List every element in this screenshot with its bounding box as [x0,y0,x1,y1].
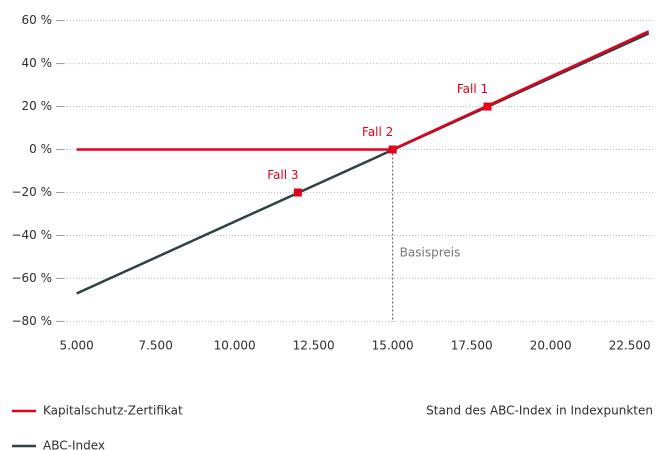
y-tick-label: 40 % [22,56,53,70]
x-tick-label: 7.500 [138,339,172,353]
y-tick-label: 0 % [29,142,52,156]
y-tick-label: −60 % [11,271,52,285]
y-tick-label: −40 % [11,228,52,242]
y-tick-label: −20 % [11,185,52,199]
x-tick-label: 17.500 [451,339,493,353]
legend-label: ABC-Index [43,439,105,450]
case-marker [293,188,302,197]
x-tick-label: 10.000 [214,339,256,353]
y-tick-label: −80 % [11,314,52,328]
case-label: Fall 1 [457,82,488,96]
y-tick-label: 60 % [22,13,53,27]
x-tick-label: 5.000 [59,339,93,353]
y-tick-label: 20 % [22,99,53,113]
basis-label: Basispreis [400,246,461,260]
case-marker [483,102,492,111]
series-line [76,32,650,295]
x-tick-label: 15.000 [372,339,414,353]
x-tick-label: 20.000 [530,339,572,353]
x-tick-label: 22.500 [609,339,651,353]
case-label: Fall 3 [267,168,298,182]
x-axis-label: Stand des ABC-Index in Indexpunkten [426,404,653,418]
x-tick-label: 12.500 [293,339,335,353]
case-marker [388,145,397,154]
legend-label: Kapitalschutz-Zertifikat [43,404,183,418]
case-label: Fall 2 [362,125,393,139]
